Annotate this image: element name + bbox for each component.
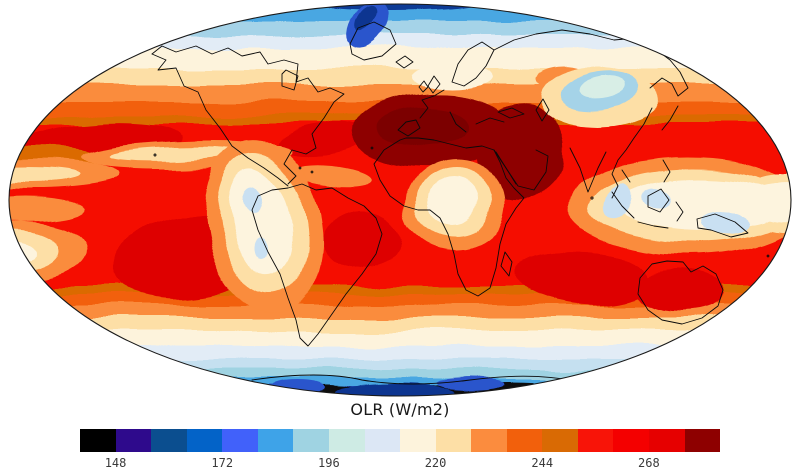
colorbar-segment bbox=[400, 429, 436, 452]
colorbar-segment bbox=[435, 429, 472, 452]
colorbar-ticks: 148 172 196 220 244 268 bbox=[80, 456, 720, 471]
desert-maxima bbox=[352, 92, 566, 202]
colorbar-segment bbox=[613, 429, 649, 452]
colorbar-segment bbox=[577, 429, 614, 452]
colorbar-tick-label: 244 bbox=[531, 456, 554, 470]
colorbar-segment bbox=[542, 429, 578, 452]
colorbar-segment bbox=[506, 429, 543, 452]
colorbar: 148 172 196 220 244 268 bbox=[80, 429, 721, 471]
colorbar-segment bbox=[115, 429, 152, 452]
colorbar-segment bbox=[684, 429, 721, 452]
globe-outline bbox=[8, 3, 792, 397]
colorbar-segment bbox=[364, 429, 401, 452]
colorbar-tick-label: 268 bbox=[638, 456, 660, 470]
colorbar-tick-label: 148 bbox=[104, 456, 127, 470]
colorbar-swatches bbox=[80, 429, 721, 452]
olr-field bbox=[9, 4, 791, 396]
colorbar-segment bbox=[151, 429, 187, 452]
colorbar-segment bbox=[293, 429, 329, 452]
convective-minima bbox=[203, 66, 791, 313]
colorbar-segment bbox=[186, 429, 223, 452]
olr-map bbox=[8, 3, 792, 397]
colorbar-segment bbox=[649, 429, 685, 452]
colorbar-tick-label: 220 bbox=[424, 456, 447, 470]
colorbar-tick-label: 196 bbox=[318, 456, 340, 470]
colorbar-segment bbox=[328, 429, 365, 452]
colorbar-segment bbox=[222, 429, 258, 452]
colorbar-segment bbox=[471, 429, 507, 452]
colorbar-tick-label: 172 bbox=[211, 456, 234, 470]
colorbar-segment bbox=[257, 429, 294, 452]
colorbar-segment bbox=[80, 429, 116, 452]
chart-title: OLR (W/m2) bbox=[350, 400, 450, 419]
